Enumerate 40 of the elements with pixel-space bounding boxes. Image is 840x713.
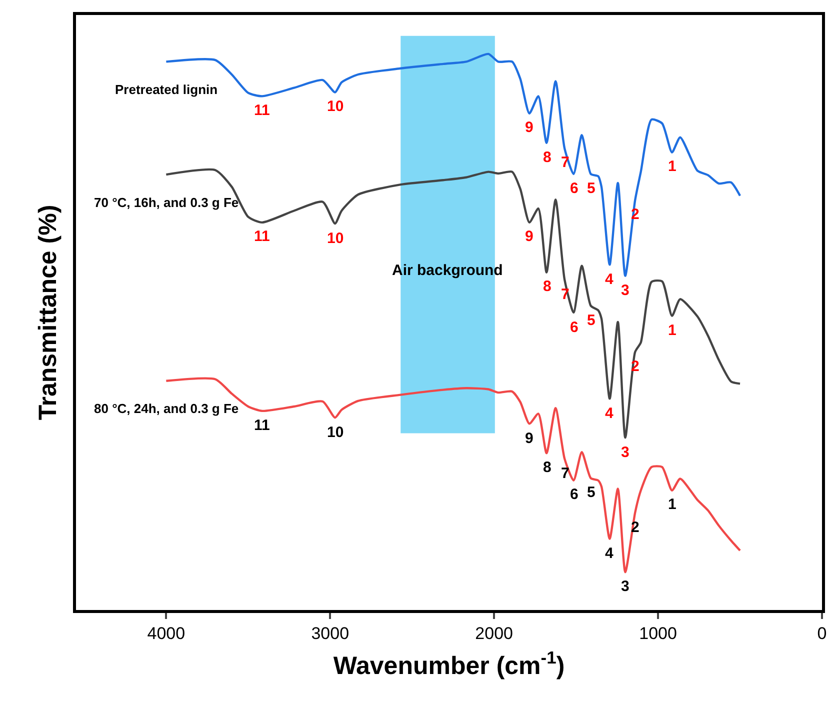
annotation: 11 (254, 417, 270, 434)
y-axis-title: Transmittance (%) (34, 204, 62, 420)
annotation: 6 (570, 180, 578, 197)
x-axis-title: Wavenumber (cm$^{-1}$) (333, 648, 565, 680)
annotation: 11 (254, 102, 270, 119)
annotation: 8 (543, 459, 552, 476)
annotation: 9 (525, 430, 534, 447)
annotation: 1 (668, 496, 676, 513)
annotation: 5 (587, 312, 596, 329)
series-label: 70 °C, 16h, and 0.3 g Fe (94, 195, 239, 210)
annotation: 3 (621, 578, 630, 595)
annotation: 9 (525, 228, 534, 245)
annotation: 4 (605, 405, 614, 422)
annotation: 6 (570, 486, 578, 503)
annotation: 7 (561, 465, 570, 482)
x-tick-label: 0 (817, 624, 827, 644)
annotation: 5 (587, 180, 596, 197)
annotation: 10 (327, 98, 344, 115)
x-tick-label: 3000 (311, 624, 350, 644)
annotation: 5 (587, 484, 596, 501)
x-tick-label: 4000 (147, 624, 186, 644)
annotation: 8 (543, 278, 552, 295)
x-tick-label: 1000 (639, 624, 677, 644)
x-tick-label: 2000 (475, 624, 514, 644)
annotation: 4 (605, 271, 614, 288)
band-label: Air background (392, 262, 503, 279)
annotation: 1 (668, 158, 676, 175)
annotation: 11 (254, 228, 270, 245)
annotation: 8 (543, 149, 552, 166)
series-label: 80 °C, 24h, and 0.3 g Fe (94, 401, 239, 416)
annotation: 3 (621, 282, 630, 299)
annotation: 7 (561, 154, 570, 171)
annotation: 10 (327, 230, 344, 247)
annotation: 1 (668, 322, 676, 339)
annotation: 4 (605, 545, 614, 562)
annotation: 10 (327, 424, 344, 441)
annotation: 6 (570, 319, 578, 336)
series-label: Pretreated lignin (115, 82, 218, 97)
annotation: 9 (525, 119, 534, 136)
annotation: 3 (621, 444, 630, 461)
